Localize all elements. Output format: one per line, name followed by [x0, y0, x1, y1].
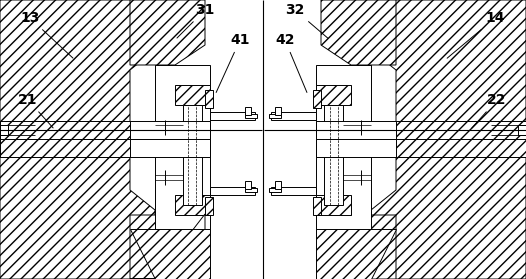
Bar [0, 125, 8, 135]
Bar [316, 195, 351, 215]
Bar [0, 139, 130, 157]
Bar [245, 188, 257, 192]
Bar [271, 187, 316, 195]
Text: 31: 31 [177, 3, 215, 38]
Bar [0, 139, 210, 157]
Text: 14: 14 [447, 11, 505, 58]
Bar [316, 85, 351, 105]
Bar [316, 121, 526, 139]
Text: 22: 22 [472, 93, 507, 128]
Polygon shape [0, 141, 155, 279]
Bar [275, 107, 281, 115]
Polygon shape [321, 0, 396, 65]
Polygon shape [130, 0, 205, 65]
Polygon shape [130, 214, 205, 279]
Bar [269, 114, 281, 118]
Polygon shape [316, 229, 396, 279]
Bar [275, 181, 281, 189]
Bar [396, 139, 526, 157]
Bar [324, 105, 343, 205]
Bar [245, 114, 257, 118]
Bar [351, 65, 371, 90]
Bar [396, 121, 526, 139]
Bar [316, 139, 526, 157]
Bar [205, 197, 213, 215]
Bar [313, 197, 321, 215]
Bar [210, 187, 255, 195]
Bar [183, 105, 202, 205]
Bar [351, 190, 371, 215]
Bar [0, 121, 210, 139]
Polygon shape [371, 0, 526, 137]
Bar [518, 125, 526, 135]
Bar [269, 188, 281, 192]
Bar [0, 121, 130, 139]
Text: 42: 42 [275, 33, 307, 92]
Polygon shape [130, 229, 210, 279]
Bar [155, 190, 175, 215]
Text: 32: 32 [285, 3, 328, 38]
Text: 21: 21 [18, 93, 53, 128]
Bar [175, 85, 210, 105]
Text: 41: 41 [216, 33, 250, 92]
Bar [245, 107, 251, 115]
Bar [245, 181, 251, 189]
Bar [205, 90, 213, 108]
Polygon shape [130, 215, 205, 279]
Polygon shape [371, 141, 526, 279]
Bar [155, 65, 175, 90]
Polygon shape [321, 215, 396, 279]
Bar [210, 112, 255, 120]
Text: 13: 13 [21, 11, 73, 58]
Bar [313, 90, 321, 108]
Bar [175, 195, 210, 215]
Bar [155, 65, 210, 235]
Bar [271, 112, 316, 120]
Polygon shape [0, 0, 155, 137]
Bar [316, 65, 371, 235]
